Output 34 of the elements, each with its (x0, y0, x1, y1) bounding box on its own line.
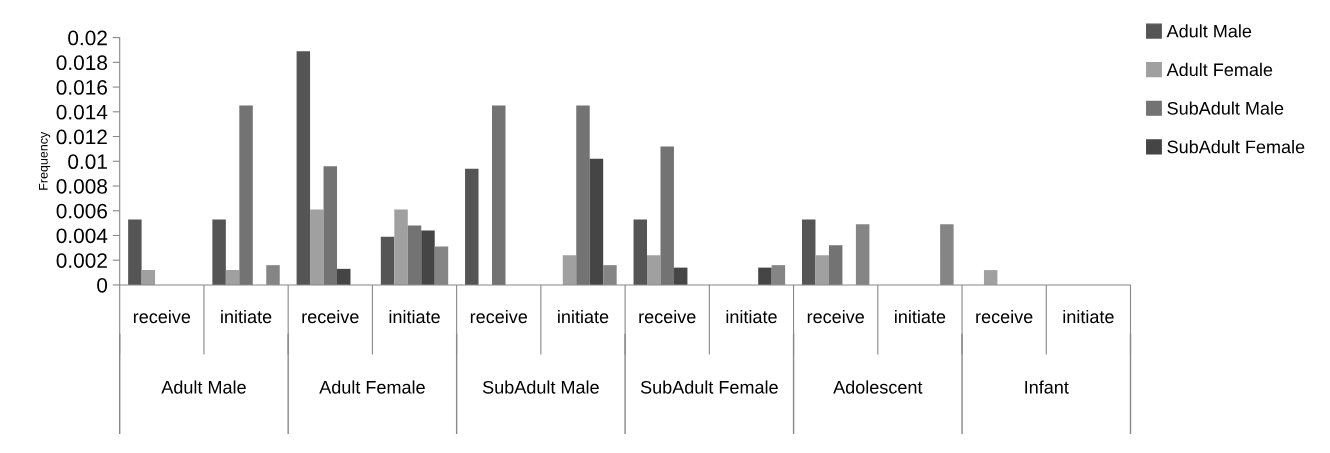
text: SubAdult Male (482, 380, 599, 394)
y-tick-label: 0.004 (56, 228, 108, 244)
x-tick-label: receive (302, 309, 359, 324)
y-tick-label: 0.014 (56, 104, 108, 120)
x-tick-label: receive (807, 309, 864, 324)
legend-label: Adult Male (1166, 24, 1252, 38)
y-tick-label: 0 (97, 277, 108, 293)
x-tick-label: receive (976, 309, 1033, 324)
x-tick-label: receive (639, 309, 696, 324)
x-tick-label: receive (133, 309, 191, 324)
text: SubAdult Female (640, 380, 778, 394)
y-tick-label: 0.02 (68, 30, 107, 46)
x-tick-label: initiate (221, 309, 272, 324)
x-tick-label: initiate (726, 309, 777, 324)
y-tick-label: 0.012 (56, 129, 107, 145)
text: Adult Female (319, 380, 425, 394)
x-tick-label: initiate (389, 309, 440, 324)
x-tick-label: initiate (558, 309, 609, 324)
text: Infant (1025, 380, 1069, 394)
legend-label: Adult Female (1166, 62, 1273, 77)
text: Adolescent (833, 380, 923, 394)
x-tick-label: initiate (895, 309, 946, 324)
x-tick-label: receive (470, 309, 528, 324)
y-tick-label: 0.002 (56, 253, 107, 268)
legend-label: SubAdult Male (1167, 101, 1284, 115)
y-tick-label: 0.018 (56, 55, 107, 71)
x-tick-label: initiate (1063, 309, 1114, 324)
legend-label: SubAdult Female (1167, 140, 1305, 154)
y-tick-label: 0.01 (68, 154, 107, 170)
y-axis-title: Frequency (39, 131, 51, 190)
y-tick-label: 0.016 (56, 80, 107, 95)
y-tick-label: 0.008 (56, 179, 107, 194)
text: Adult Male (161, 380, 246, 394)
y-tick-label: 0.006 (56, 203, 107, 219)
